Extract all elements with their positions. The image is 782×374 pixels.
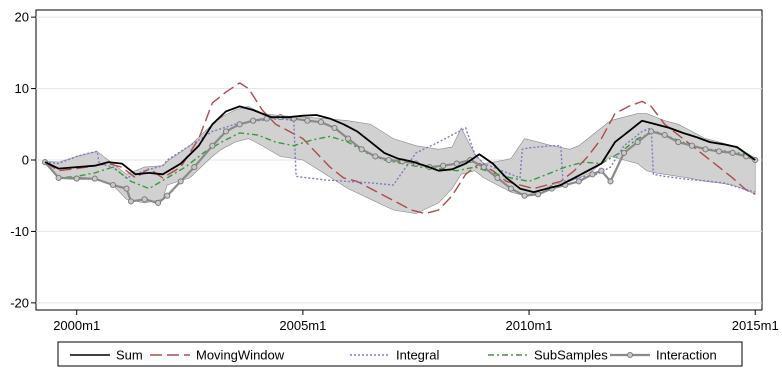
y-tick-label: -10 [10, 224, 29, 239]
legend-label-interaction: Interaction [656, 348, 717, 363]
series-point-interaction [661, 131, 668, 139]
series-point-interaction [155, 199, 162, 206]
y-tick-label: 0 [22, 153, 29, 168]
series-point-interaction [91, 175, 98, 182]
legend-label-integral: Integral [396, 348, 439, 363]
series-point-interaction [141, 196, 148, 203]
series-point-interaction [385, 156, 392, 164]
series-point-interaction [453, 160, 460, 167]
series-point-interaction [358, 146, 365, 153]
series-point-interaction [73, 175, 80, 182]
series-point-interaction [598, 167, 605, 174]
legend-label-movingwindow: MovingWindow [196, 348, 285, 363]
x-tick-label: 2015m1 [732, 318, 779, 333]
y-tick-label: 20 [15, 10, 29, 25]
series-point-interaction [250, 117, 257, 124]
legend-marker-interaction [626, 351, 634, 359]
series-point-interaction [127, 198, 135, 205]
series-line-integral [44, 117, 756, 193]
legend-item-subsamples: SubSamples [488, 348, 608, 363]
series-point-interaction [507, 185, 515, 192]
series-line-sum [44, 105, 756, 194]
legend-item-sum: Sum [70, 348, 143, 363]
series-point-interaction [55, 174, 62, 181]
series-line-movingwindow [44, 82, 756, 215]
series-point-interaction [209, 142, 216, 149]
x-tick-label: 2000m1 [53, 318, 100, 333]
series-point-interaction [480, 164, 487, 171]
legend-label-sum: Sum [116, 348, 143, 363]
legend-item-movingwindow: MovingWindow [150, 348, 285, 363]
series-point-interaction [164, 192, 171, 199]
series-point-interaction [317, 119, 325, 126]
series-point-interaction [521, 192, 528, 199]
x-tick-label: 2005m1 [279, 318, 326, 333]
series-point-interaction [222, 128, 230, 135]
series-point-interaction [372, 153, 379, 160]
series-sum [44, 105, 756, 194]
series-point-interaction [648, 128, 655, 135]
series-point-interaction [620, 149, 628, 156]
series-point-interaction [191, 164, 198, 171]
series-point-interaction [345, 135, 352, 142]
series-point-interaction [494, 174, 501, 181]
axes: 20 10 0 -10 -20 2000m1 2005m1 2010m1 2015m1 [10, 10, 779, 333]
series-point-interaction [123, 185, 130, 192]
series-point-interaction [535, 191, 542, 198]
series-integral [44, 117, 756, 193]
y-tick-label: -20 [10, 295, 29, 310]
series-point-interaction [440, 162, 447, 169]
x-tick-label: 2010m1 [506, 318, 553, 333]
series-point-interaction [304, 117, 311, 124]
series-point-interaction [589, 171, 596, 178]
series-movingwindow [44, 82, 756, 215]
series-point-interaction [715, 148, 723, 155]
series-point-interaction [575, 178, 582, 185]
series-point-interaction [675, 139, 682, 146]
series-point-interaction [634, 139, 641, 146]
series-point-interaction [109, 181, 116, 189]
series-point-interaction [688, 142, 695, 149]
series-point-interaction [729, 149, 736, 156]
series-point-interaction [177, 178, 184, 185]
y-tick-label: 10 [15, 81, 29, 96]
legend: Sum MovingWindow Integral SubSamples Interac… [57, 341, 743, 367]
gridlines [36, 16, 762, 304]
series-point-interaction [236, 121, 243, 128]
series-interaction [41, 114, 759, 206]
legend-label-subsamples: SubSamples [534, 348, 608, 363]
series-lines [41, 82, 759, 215]
series-point-interaction [331, 124, 338, 131]
legend-item-interaction: Interaction [610, 348, 717, 363]
legend-item-integral: Integral [350, 348, 439, 363]
series-point-interaction [607, 178, 614, 185]
series-point-interaction [702, 146, 709, 153]
